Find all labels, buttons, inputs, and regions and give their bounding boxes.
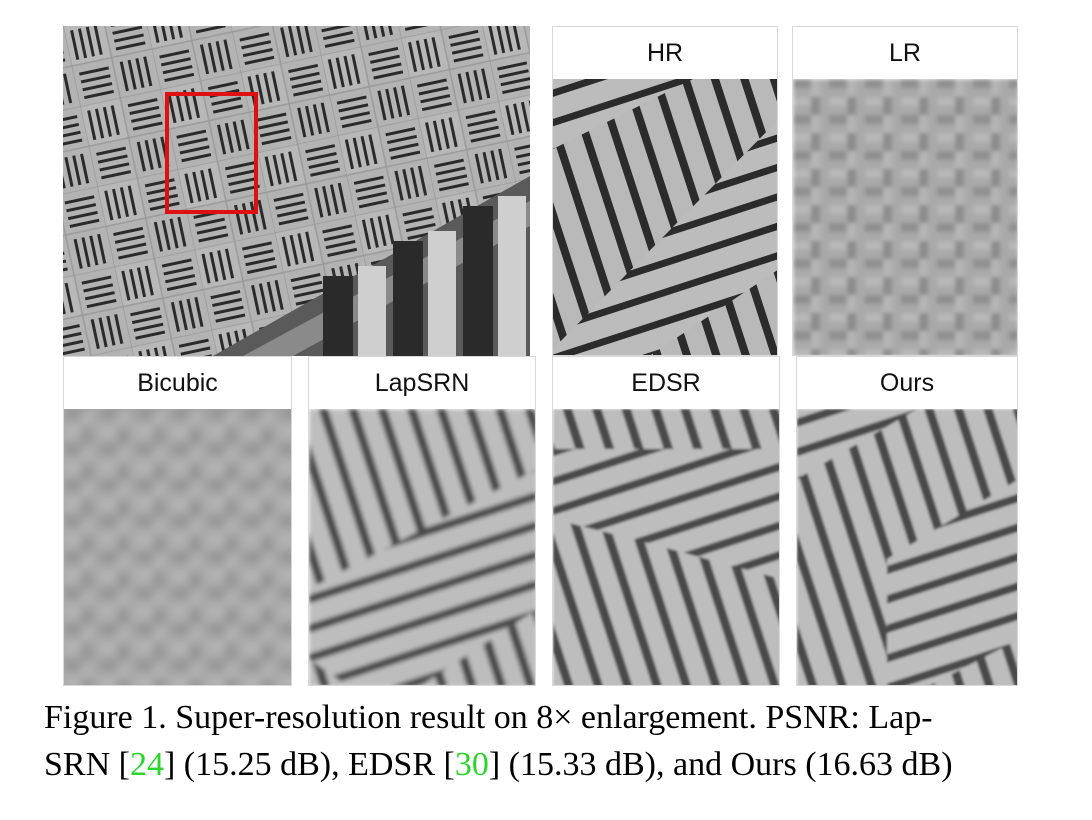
caption-line-1: Figure 1. Super-resolution result on 8× … — [44, 694, 1054, 741]
lr-crop-image — [793, 79, 1018, 356]
panel-bicubic: Bicubic — [63, 356, 292, 686]
hr-crop-image — [553, 79, 778, 356]
caption-line-2-b: ] (15.25 dB), EDSR [ — [164, 746, 455, 783]
ours-crop-image — [797, 409, 1018, 686]
citation-link-24[interactable]: 24 — [130, 746, 164, 783]
panel-label-edsr: EDSR — [553, 357, 779, 409]
panel-ours: Ours — [796, 356, 1018, 686]
caption-line-2-a: SRN [ — [44, 746, 130, 783]
caption-line-2: SRN [24] (15.25 dB), EDSR [30] (15.33 dB… — [44, 741, 1054, 788]
panel-label-lapsrn: LapSRN — [309, 357, 535, 409]
bicubic-crop-image — [64, 409, 292, 686]
edsr-crop-image — [553, 409, 780, 686]
figure-caption: Figure 1. Super-resolution result on 8× … — [44, 694, 1054, 788]
panel-label-hr: HR — [553, 27, 777, 79]
panel-lapsrn: LapSRN — [308, 356, 536, 686]
citation-link-30[interactable]: 30 — [455, 746, 489, 783]
panel-hr: HR — [552, 26, 778, 356]
panel-label-bicubic: Bicubic — [64, 357, 291, 409]
source-image — [63, 26, 530, 356]
panel-label-lr: LR — [793, 27, 1017, 79]
lapsrn-crop-image — [309, 409, 536, 686]
tiled-surface-photo — [63, 26, 530, 356]
panel-lr: LR — [792, 26, 1018, 356]
caption-line-2-c: ] (15.33 dB), and Ours (16.63 dB) — [489, 746, 953, 783]
panel-edsr: EDSR — [552, 356, 780, 686]
panel-label-ours: Ours — [797, 357, 1017, 409]
